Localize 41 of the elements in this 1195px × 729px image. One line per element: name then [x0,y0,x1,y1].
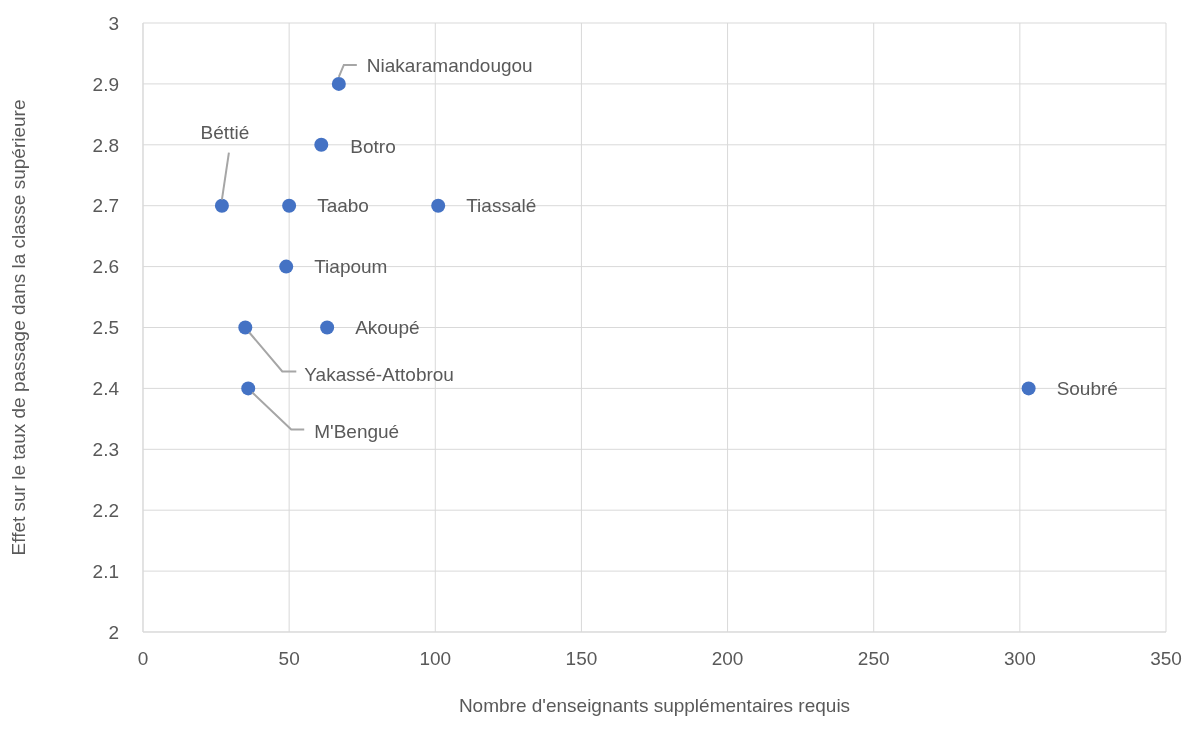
y-tick-label: 2.6 [92,256,119,278]
y-tick-label: 2.7 [92,195,119,217]
x-tick-label: 0 [137,648,149,670]
point [1021,381,1036,396]
annotation: Tiapoum [314,256,388,278]
annotation: Akoupé [355,317,420,339]
y-tick-label: 2 [108,621,119,643]
x-tick-label: 300 [1004,648,1036,670]
annotation: Béttié [200,122,250,144]
point [431,198,446,213]
y-tick-label: 2.9 [92,73,119,95]
point [314,137,329,152]
x-tick-label: 100 [419,648,452,670]
y-tick-label: 2.4 [92,378,120,400]
x-tick-label: 350 [1150,648,1182,670]
x-tick-label: 150 [565,648,598,670]
y-axis-title: Effet sur le taux de passage dans la classe supérieure [7,99,29,556]
annotation: Taabo [317,195,369,217]
y-tick-label: 2.8 [92,134,119,156]
point [214,198,229,213]
x-tick-label: 200 [711,648,744,670]
point [331,76,346,91]
x-tick-label: 50 [278,648,300,670]
annotation: Soubré [1056,378,1118,400]
y-tick-label: 2.3 [92,439,119,461]
annotation: Tiassalé [466,195,537,217]
y-tick-label: 2.5 [92,317,119,339]
annotation: Botro [350,136,396,158]
x-axis-title: Nombre d'enseignants supplémentaires requis [458,695,851,716]
x-tick-label: 250 [857,648,890,670]
point [238,320,253,335]
point [241,381,256,396]
annotation: M'Bengué [314,421,400,443]
point [320,320,335,335]
y-tick-label: 2.2 [92,499,119,521]
point [282,198,297,213]
y-tick-label: 2.1 [92,560,119,582]
annotation: Niakaramandougou [366,54,533,76]
annotation: Yakassé-Attobrou [304,364,454,386]
y-tick-label: 3 [108,12,119,34]
point [279,259,294,274]
